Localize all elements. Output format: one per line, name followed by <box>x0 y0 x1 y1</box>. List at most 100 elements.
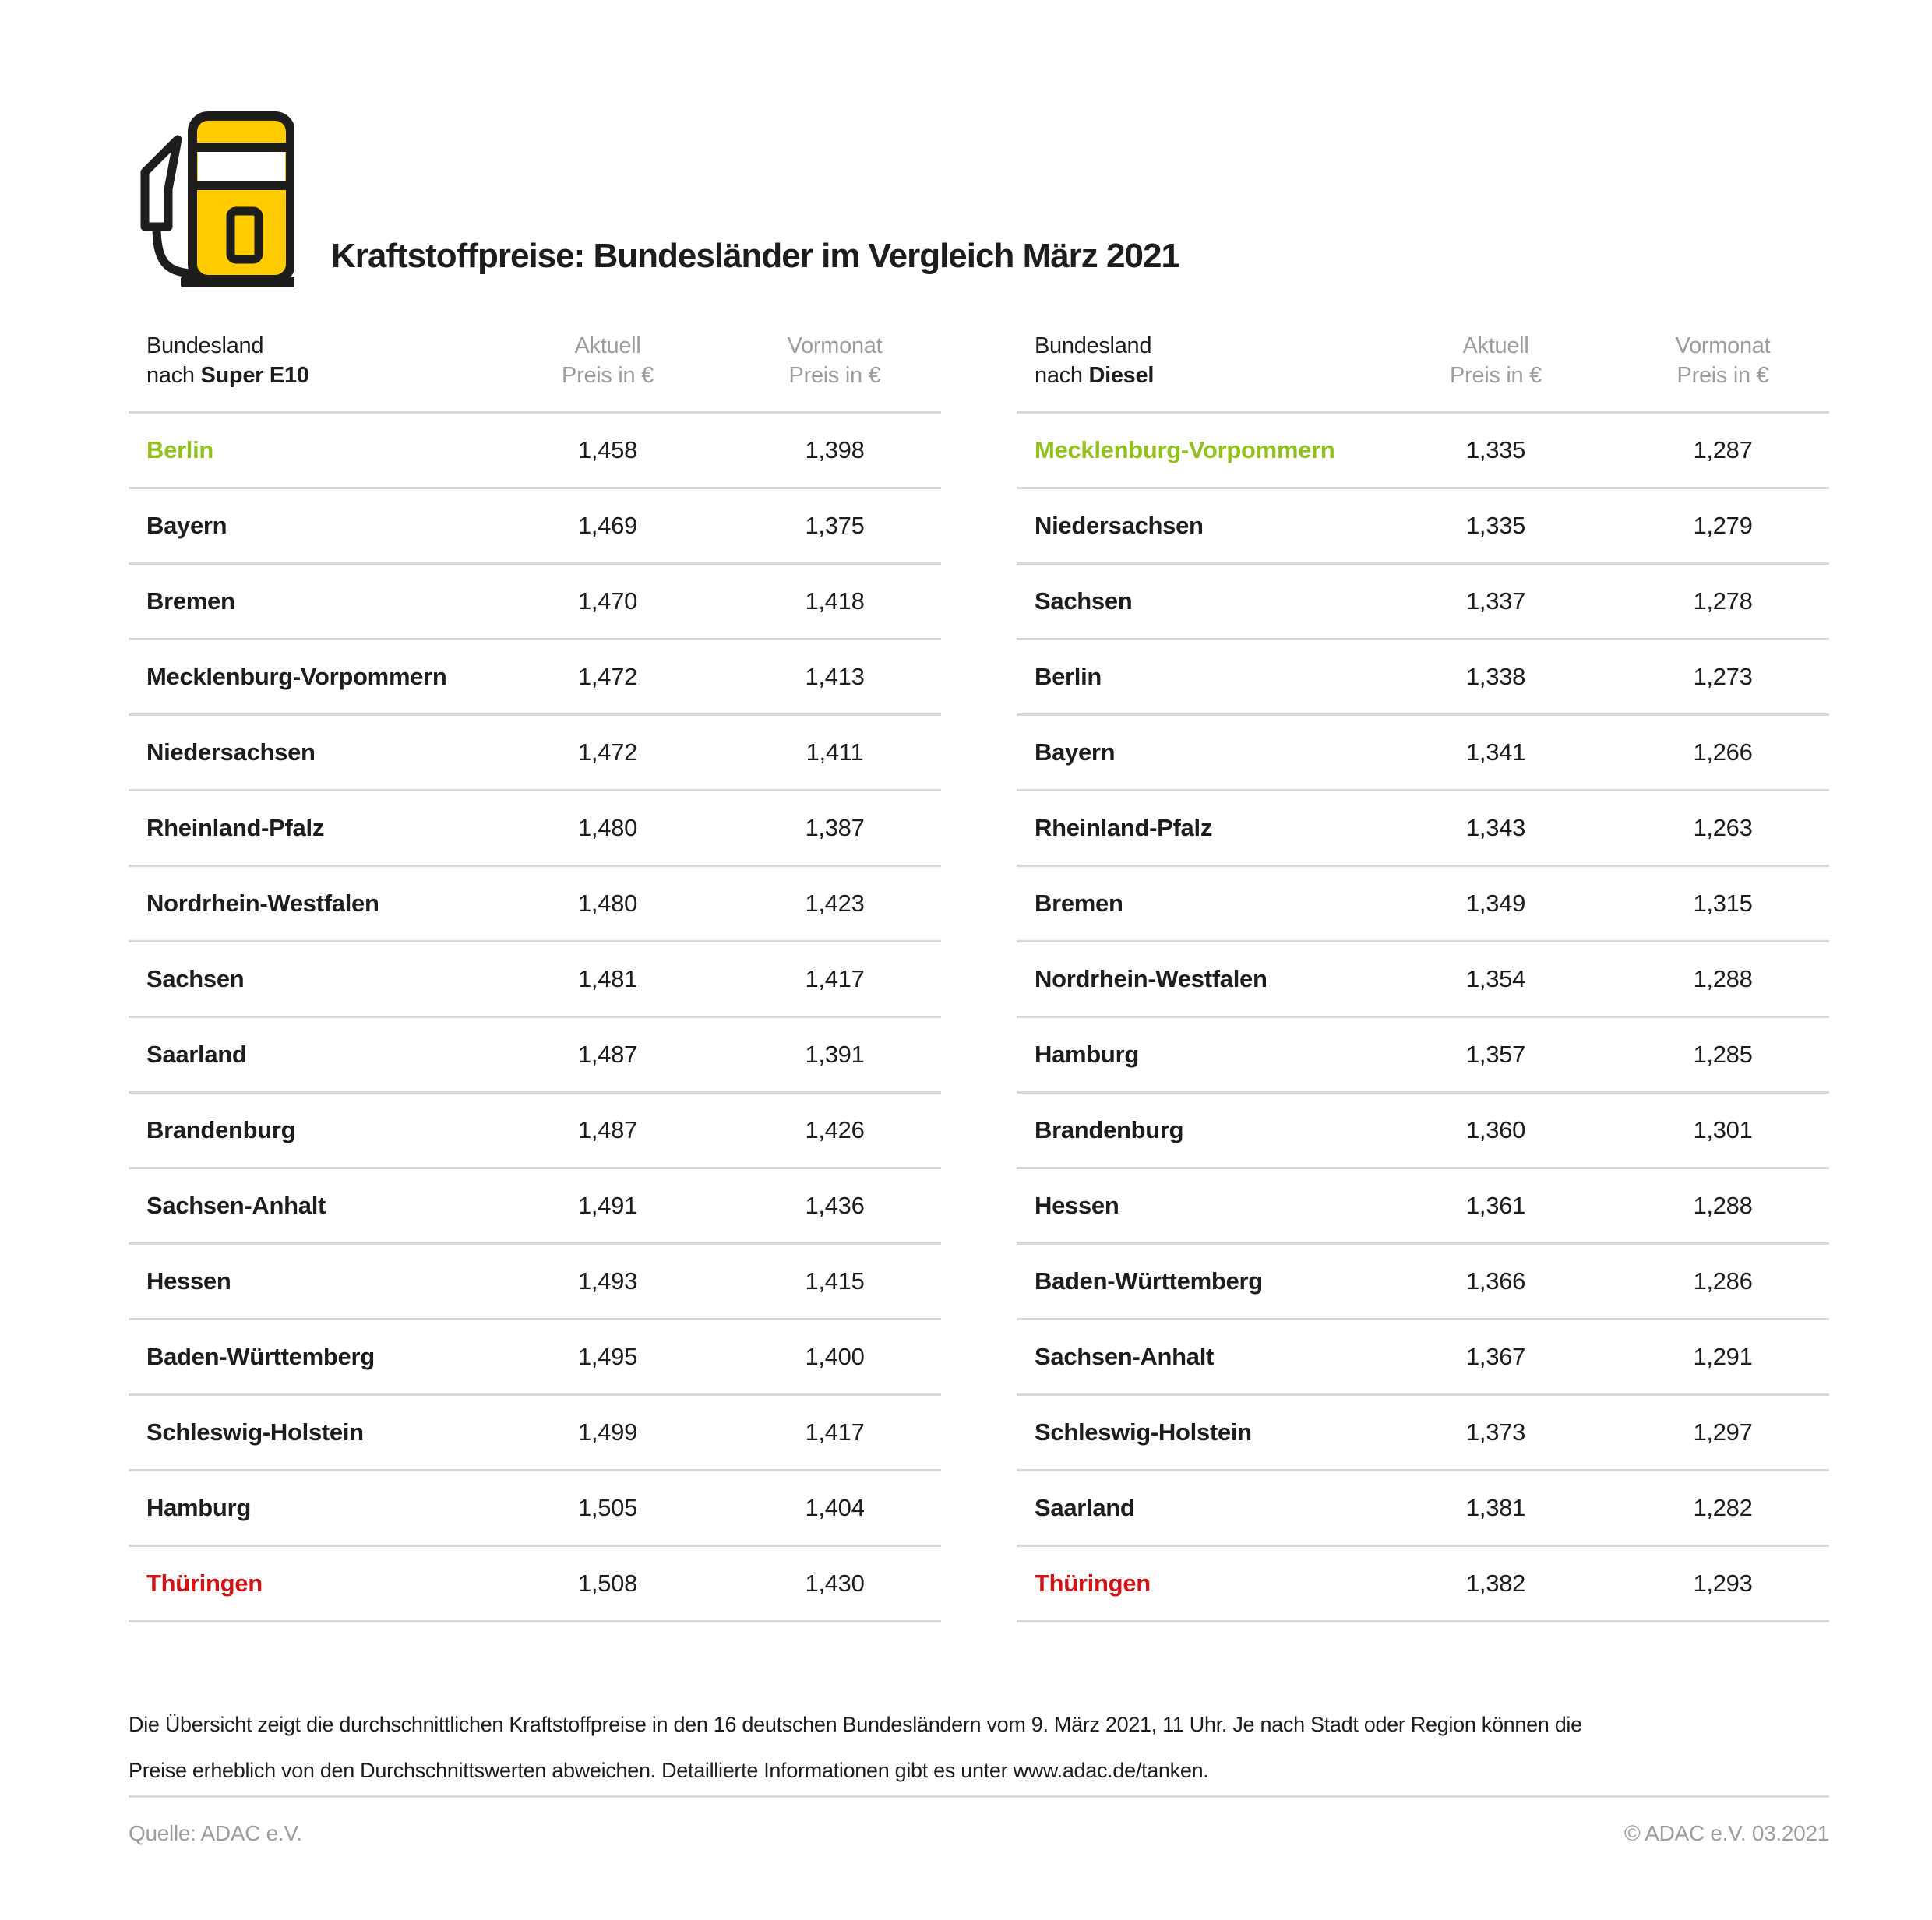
price-aktuell: 1,480 <box>577 890 638 917</box>
state-name: Hessen <box>1035 1192 1119 1219</box>
price-aktuell: 1,361 <box>1465 1192 1526 1219</box>
table-row: Thüringen 1,382 1,293 <box>1017 1547 1829 1622</box>
table-row: Sachsen 1,337 1,278 <box>1017 565 1829 640</box>
table-row: Baden-Württemberg 1,366 1,286 <box>1017 1245 1829 1320</box>
footnote-text: Die Übersicht zeigt die durchschnittlich… <box>129 1702 1829 1794</box>
price-vormonat: 1,404 <box>805 1494 865 1521</box>
price-aktuell: 1,360 <box>1465 1116 1526 1143</box>
column-header-vormonat: Vormonat Preis in € <box>787 333 883 388</box>
price-vormonat: 1,278 <box>1693 587 1753 615</box>
table-row: Saarland 1,381 1,282 <box>1017 1471 1829 1547</box>
state-name: Niedersachsen <box>146 738 316 766</box>
table-row: Sachsen-Anhalt 1,367 1,291 <box>1017 1320 1829 1396</box>
state-name: Schleswig-Holstein <box>1035 1418 1252 1446</box>
price-vormonat: 1,263 <box>1693 814 1753 841</box>
price-aktuell: 1,382 <box>1465 1569 1526 1597</box>
table-row: Nordrhein-Westfalen 1,354 1,288 <box>1017 942 1829 1018</box>
price-vormonat: 1,285 <box>1693 1041 1753 1068</box>
table-row: Saarland 1,487 1,391 <box>129 1018 941 1094</box>
table-row: Bremen 1,470 1,418 <box>129 565 941 640</box>
state-name: Nordrhein-Westfalen <box>146 890 379 917</box>
column-header-bundesland: Bundesland nach Super E10 <box>146 333 309 388</box>
table-row: Brandenburg 1,487 1,426 <box>129 1094 941 1169</box>
diesel-table: Bundesland nach Diesel Aktuell Preis in … <box>1017 331 1829 1622</box>
price-aktuell: 1,499 <box>577 1418 638 1446</box>
state-name: Niedersachsen <box>1035 512 1204 539</box>
price-vormonat: 1,293 <box>1693 1569 1753 1597</box>
price-aktuell: 1,480 <box>577 814 638 841</box>
price-vormonat: 1,286 <box>1693 1267 1753 1295</box>
price-vormonat: 1,391 <box>805 1041 865 1068</box>
price-aktuell: 1,337 <box>1465 587 1526 615</box>
table-row: Berlin 1,338 1,273 <box>1017 640 1829 716</box>
state-name: Hamburg <box>1035 1041 1139 1068</box>
table-row: Berlin 1,458 1,398 <box>129 414 941 489</box>
price-vormonat: 1,375 <box>805 512 865 539</box>
price-vormonat: 1,423 <box>805 890 865 917</box>
table-row: Bayern 1,469 1,375 <box>129 489 941 565</box>
price-aktuell: 1,338 <box>1465 663 1526 690</box>
super-e10-table: Bundesland nach Super E10 Aktuell Preis … <box>129 331 941 1622</box>
state-name: Baden-Württemberg <box>146 1343 375 1370</box>
price-aktuell: 1,349 <box>1465 890 1526 917</box>
fuel-pump-icon <box>131 111 294 292</box>
price-vormonat: 1,297 <box>1693 1418 1753 1446</box>
state-name: Bayern <box>146 512 227 539</box>
table-row: Rheinland-Pfalz 1,343 1,263 <box>1017 791 1829 867</box>
price-aktuell: 1,381 <box>1465 1494 1526 1521</box>
state-name: Bremen <box>1035 890 1123 917</box>
price-vormonat: 1,291 <box>1693 1343 1753 1370</box>
price-vormonat: 1,400 <box>805 1343 865 1370</box>
fuel-type-label: Super E10 <box>200 363 309 388</box>
table-row: Bremen 1,349 1,315 <box>1017 867 1829 942</box>
state-name: Mecklenburg-Vorpommern <box>1035 436 1335 463</box>
price-vormonat: 1,418 <box>805 587 865 615</box>
table-row: Niedersachsen 1,472 1,411 <box>129 716 941 791</box>
price-aktuell: 1,487 <box>577 1041 638 1068</box>
price-aktuell: 1,469 <box>577 512 638 539</box>
price-aktuell: 1,493 <box>577 1267 638 1295</box>
price-aktuell: 1,335 <box>1465 436 1526 463</box>
copyright-label: © ADAC e.V. 03.2021 <box>1624 1821 1829 1845</box>
table-row: Sachsen 1,481 1,417 <box>129 942 941 1018</box>
state-name: Bremen <box>146 587 235 615</box>
state-name: Sachsen-Anhalt <box>146 1192 326 1219</box>
state-name: Hessen <box>146 1267 231 1295</box>
column-header-aktuell: Aktuell Preis in € <box>562 333 654 388</box>
price-aktuell: 1,472 <box>577 663 638 690</box>
column-header-aktuell: Aktuell Preis in € <box>1450 333 1542 388</box>
state-name: Saarland <box>146 1041 247 1068</box>
table-row: Hessen 1,361 1,288 <box>1017 1169 1829 1245</box>
table-row: Rheinland-Pfalz 1,480 1,387 <box>129 791 941 867</box>
price-vormonat: 1,417 <box>805 965 865 992</box>
state-name: Berlin <box>146 436 214 463</box>
table-row: Schleswig-Holstein 1,499 1,417 <box>129 1396 941 1471</box>
price-vormonat: 1,398 <box>805 436 865 463</box>
state-name: Sachsen-Anhalt <box>1035 1343 1215 1370</box>
price-vormonat: 1,273 <box>1693 663 1753 690</box>
page-title: Kraftstoffpreise: Bundesländer im Vergle… <box>331 237 1180 276</box>
table-row: Sachsen-Anhalt 1,491 1,436 <box>129 1169 941 1245</box>
price-aktuell: 1,505 <box>577 1494 638 1521</box>
table-row: Hessen 1,493 1,415 <box>129 1245 941 1320</box>
price-vormonat: 1,266 <box>1693 738 1753 766</box>
table-row: Mecklenburg-Vorpommern 1,472 1,413 <box>129 640 941 716</box>
price-vormonat: 1,279 <box>1693 512 1753 539</box>
footer: Quelle: ADAC e.V. © ADAC e.V. 03.2021 <box>129 1821 1829 1846</box>
table-row: Brandenburg 1,360 1,301 <box>1017 1094 1829 1169</box>
state-name: Hamburg <box>146 1494 251 1521</box>
price-aktuell: 1,481 <box>577 965 638 992</box>
column-header-bundesland: Bundesland nach Diesel <box>1035 333 1155 388</box>
state-name: Thüringen <box>1035 1569 1151 1597</box>
price-aktuell: 1,354 <box>1465 965 1526 992</box>
source-label: Quelle: ADAC e.V. <box>129 1821 302 1845</box>
footnote-line-1: Die Übersicht zeigt die durchschnittlich… <box>129 1713 1582 1736</box>
state-name: Rheinland-Pfalz <box>146 814 325 841</box>
price-vormonat: 1,287 <box>1693 436 1753 463</box>
tables-area: Bundesland nach Super E10 Aktuell Preis … <box>129 331 1829 1622</box>
footnote-line-2: Preise erheblich von den Durchschnittswe… <box>129 1759 1209 1782</box>
state-name: Mecklenburg-Vorpommern <box>146 663 447 690</box>
state-name: Baden-Württemberg <box>1035 1267 1263 1295</box>
price-vormonat: 1,415 <box>805 1267 865 1295</box>
table-row: Hamburg 1,505 1,404 <box>129 1471 941 1547</box>
